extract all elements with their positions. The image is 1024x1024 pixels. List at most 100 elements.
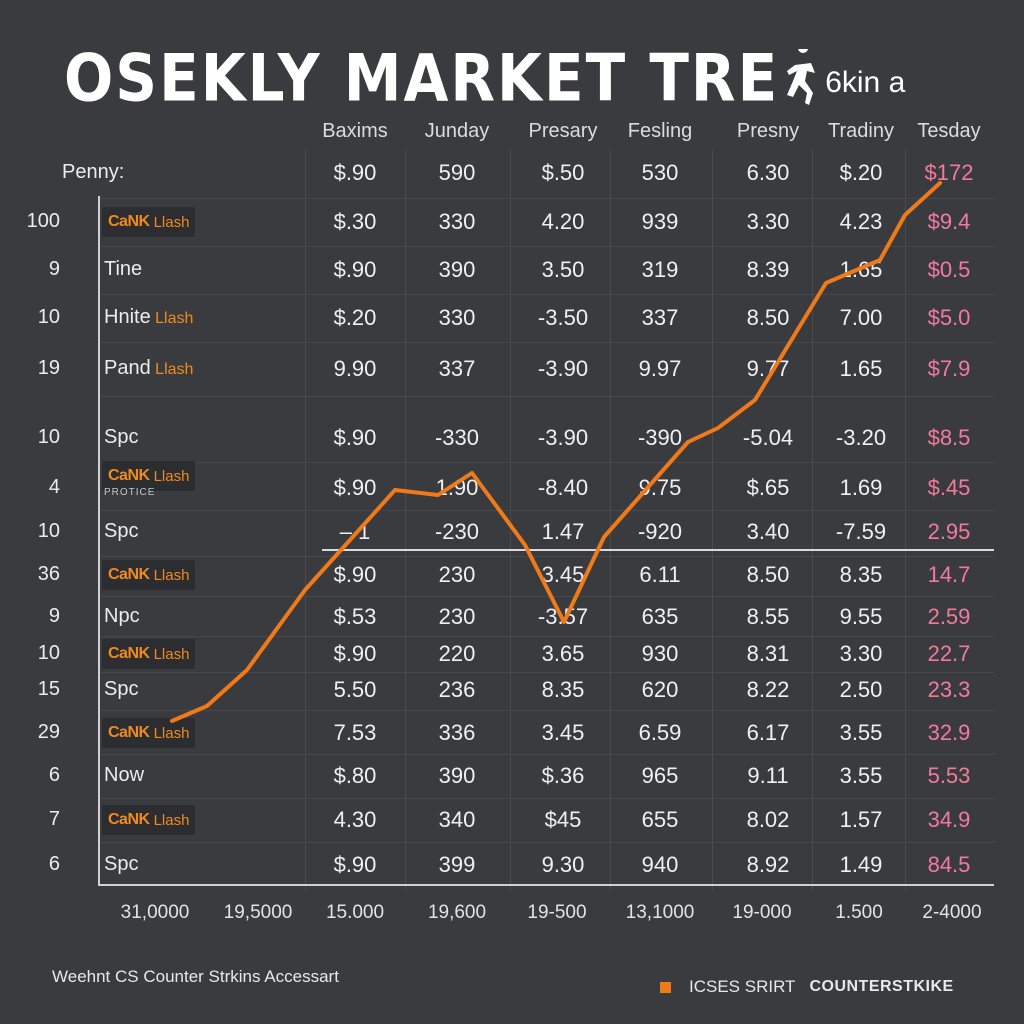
table-cell: 5.53 [927, 763, 971, 788]
row-number: 4 [48, 476, 60, 498]
table-cell: -920 [637, 519, 683, 544]
row-number: 6 [48, 764, 60, 786]
table-cell: 8.22 [746, 677, 790, 702]
table-cell: 319 [641, 257, 679, 282]
table-cell: $9.4 [927, 209, 971, 234]
table-cell: $.90 [333, 562, 377, 587]
grid-line-horizontal [100, 246, 994, 247]
row-number: 10 [37, 306, 60, 328]
table-cell: $.90 [333, 257, 377, 282]
row-label: Spc [104, 853, 138, 876]
row-number: 9 [48, 605, 60, 627]
badge-tag: Llash [153, 213, 190, 231]
badge-tag: Llash [153, 811, 190, 829]
table-cell: 330 [438, 305, 476, 330]
row-label: Hnite Llash [104, 306, 193, 329]
grid-line-vertical [405, 150, 406, 890]
row-number: 10 [37, 520, 60, 542]
table-cell: 1.65 [839, 356, 883, 381]
row-badge: CaNK Llash [102, 718, 196, 748]
x-axis-tick: 19-500 [527, 902, 587, 923]
row-badge: CaNK Llash [102, 461, 196, 491]
table-cell: 590 [438, 160, 476, 185]
table-cell: 620 [641, 677, 679, 702]
badge-tag: Llash [153, 645, 190, 663]
corner-label: Penny: [62, 161, 125, 183]
row-label-text: Spc [104, 853, 139, 875]
badge-subtitle: PROTICE [104, 487, 156, 498]
table-cell: 9.97 [638, 356, 682, 381]
grid-line-horizontal [100, 396, 994, 397]
table-cell: 230 [438, 604, 476, 629]
x-axis-tick: 13,1000 [625, 902, 695, 923]
table-cell: 4.30 [333, 807, 377, 832]
table-cell: 635 [641, 604, 679, 629]
table-cell: $.50 [541, 160, 585, 185]
grid-line-horizontal [100, 596, 994, 597]
grid-line-horizontal [100, 462, 994, 463]
table-cell: -390 [637, 425, 683, 450]
table-cell: 390 [438, 257, 476, 282]
table-cell: 3.55 [839, 763, 883, 788]
row-number: 19 [37, 357, 60, 379]
row-number: 10 [37, 426, 60, 448]
table-cell: 530 [641, 160, 679, 185]
x-axis-tick: 19-000 [732, 902, 792, 923]
table-cell: $.20 [333, 305, 377, 330]
column-header-1: Baxims [322, 120, 388, 142]
table-cell: 8.02 [746, 807, 790, 832]
table-cell: 655 [641, 807, 679, 832]
table-cell: -8.40 [537, 475, 589, 500]
table-cell: 930 [641, 641, 679, 666]
row-label: Spc [104, 520, 138, 543]
table-cell: $8.5 [927, 425, 971, 450]
column-header-5: Presny [736, 120, 800, 142]
table-cell: 390 [438, 763, 476, 788]
row-label-tag: Llash [150, 310, 194, 327]
table-cell: 14.7 [927, 562, 971, 587]
table-cell: 1.49 [839, 852, 883, 877]
grid-line-horizontal [100, 710, 994, 711]
footer-legend: ICSES SRIRT COUNTERSTKIKE [660, 977, 954, 997]
table-cell: 399 [438, 852, 476, 877]
footer-brand-primary: ICSES SRIRT [689, 977, 796, 996]
table-cell: 336 [438, 720, 476, 745]
row-badge: CaNK Llash [102, 207, 196, 237]
footer-brand-secondary: COUNTERSTKIKE [809, 978, 954, 995]
row-number: 9 [48, 258, 60, 280]
table-cell: 8.50 [746, 305, 790, 330]
row-number: 15 [37, 678, 60, 700]
table-cell: 32.9 [927, 720, 971, 745]
chart-title: OSEKLY MARKET TRE [64, 39, 780, 117]
row-number: 100 [26, 210, 60, 232]
column-header-3: Presary [528, 120, 598, 142]
table-cell: $7.9 [927, 356, 971, 381]
chart-divider-line [322, 549, 994, 551]
column-header-2: Junday [424, 120, 490, 142]
table-cell: 3.55 [839, 720, 883, 745]
table-cell: $45 [544, 807, 582, 832]
table-cell: -3.20 [835, 425, 887, 450]
column-header-7: Tesday [917, 120, 981, 142]
trend-line [170, 181, 942, 723]
badge-brand: CaNK [108, 213, 150, 230]
badge-brand: CaNK [108, 566, 150, 583]
table-cell: $.30 [333, 209, 377, 234]
table-cell: 340 [438, 807, 476, 832]
grid-line-horizontal [100, 754, 994, 755]
table-cell: -230 [434, 519, 480, 544]
table-cell: 236 [438, 677, 476, 702]
column-header-4: Fesling [627, 120, 693, 142]
table-cell: 5.50 [333, 677, 377, 702]
row-label-text: Pand [104, 357, 151, 379]
table-cell: 965 [641, 763, 679, 788]
row-badge: CaNK Llash [102, 560, 196, 590]
row-label-text: Now [104, 764, 145, 786]
x-axis-tick: 19,5000 [223, 902, 293, 923]
table-cell: 337 [641, 305, 679, 330]
table-cell: 9.55 [839, 604, 883, 629]
table-cell: -330 [434, 425, 480, 450]
table-cell: 6.30 [746, 160, 790, 185]
badge-tag: Llash [153, 467, 190, 485]
